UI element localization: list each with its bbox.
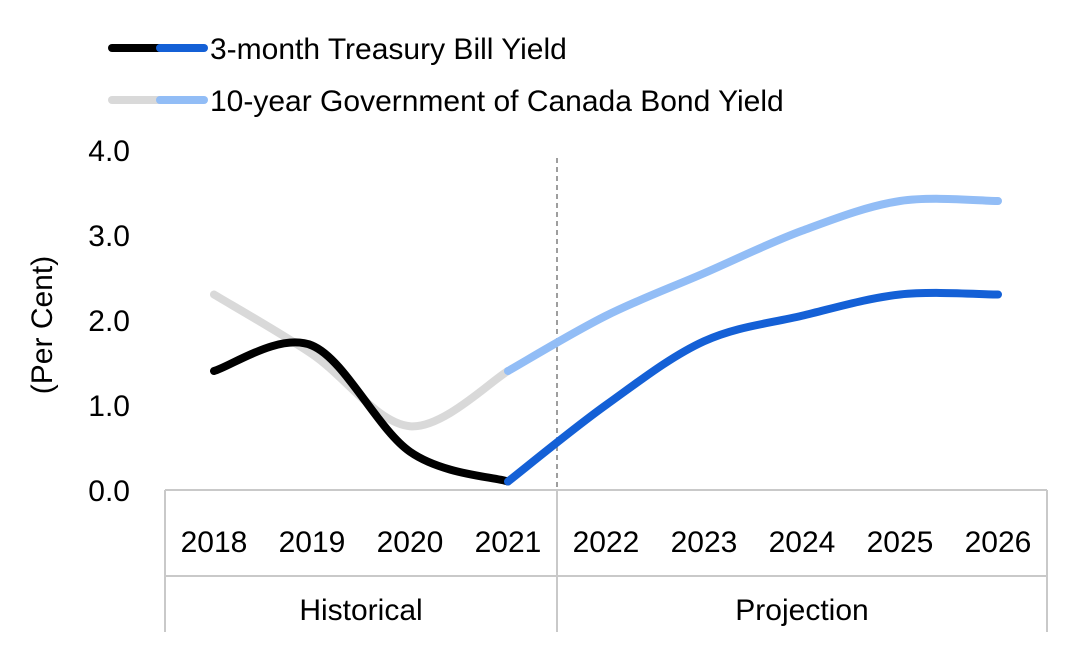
- series-line-historical: [210, 338, 512, 486]
- x-tick-label: 2024: [769, 526, 836, 559]
- legend-item: 3-month Treasury Bill Yield: [108, 33, 567, 66]
- legend: 3-month Treasury Bill Yield 10-year Gover…: [108, 33, 784, 118]
- x-tick-label: 2018: [181, 526, 248, 559]
- y-tick-label: 3.0: [88, 220, 130, 253]
- series-line-historical: [210, 290, 512, 431]
- y-tick-label: 1.0: [88, 390, 130, 423]
- group-label: Projection: [735, 594, 868, 627]
- series-line-projection: [504, 288, 1002, 486]
- series-1: [210, 288, 1002, 486]
- y-axis: 0.0 1.0 2.0 3.0 4.0 (Per Cent): [26, 135, 130, 508]
- legend-label: 3-month Treasury Bill Yield: [210, 33, 567, 66]
- x-tick-label: 2025: [867, 526, 934, 559]
- y-axis-title: (Per Cent): [26, 256, 59, 394]
- x-tick-label: 2022: [573, 526, 640, 559]
- y-tick-label: 2.0: [88, 305, 130, 338]
- legend-item: 10-year Government of Canada Bond Yield: [108, 85, 784, 118]
- group-label: Historical: [299, 594, 422, 627]
- series-lines: [210, 158, 1002, 490]
- x-tick-label: 2026: [965, 526, 1032, 559]
- series-2: [210, 194, 1002, 431]
- x-tick-label: 2023: [671, 526, 738, 559]
- x-tick-label: 2019: [279, 526, 346, 559]
- legend-label: 10-year Government of Canada Bond Yield: [210, 85, 784, 118]
- x-axis: 2018 2019 2020 2021 2022 2023 2024 2025 2026 Hist…: [164, 489, 1048, 632]
- x-tick-label: 2021: [475, 526, 542, 559]
- y-tick-label: 4.0: [88, 135, 130, 168]
- x-tick-label: 2020: [377, 526, 444, 559]
- y-tick-label: 0.0: [88, 475, 130, 508]
- series-line-projection: [504, 194, 1002, 375]
